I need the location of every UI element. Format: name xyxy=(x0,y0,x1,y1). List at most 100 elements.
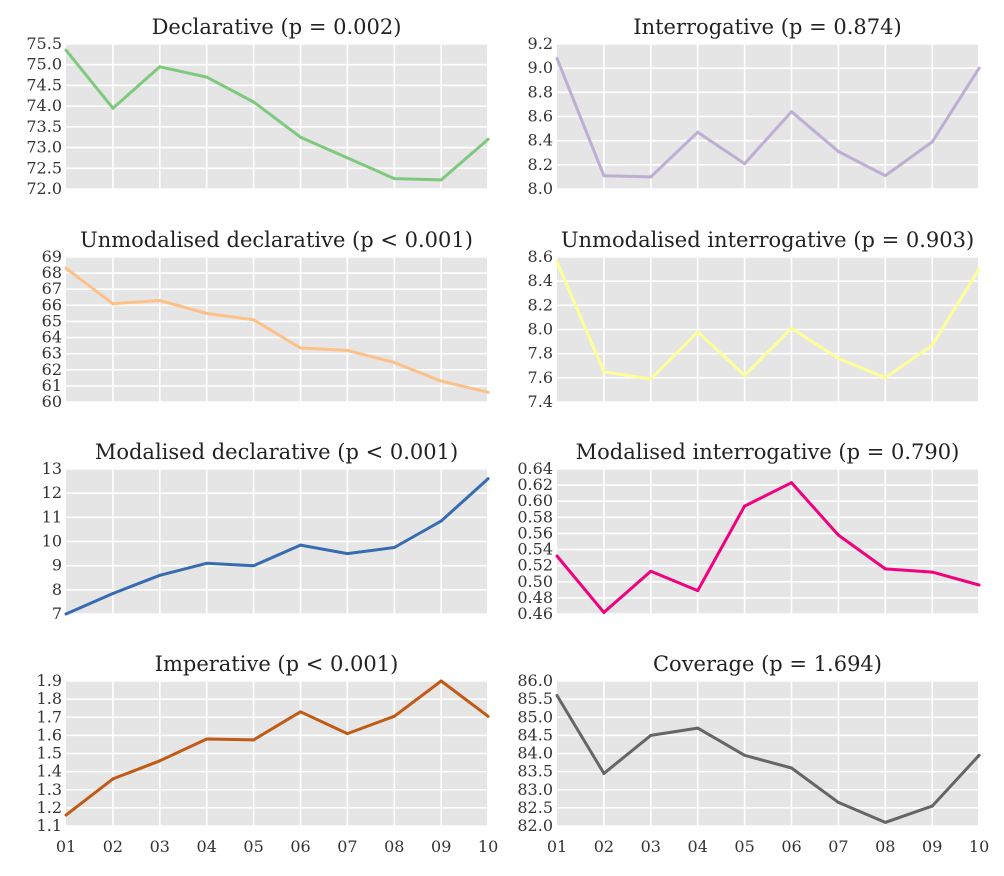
y-tick-label: 72.5 xyxy=(26,158,62,177)
data-point xyxy=(158,759,162,763)
x-tick-label: 03 xyxy=(641,837,661,856)
y-tick-label: 11 xyxy=(42,507,62,526)
data-point xyxy=(158,573,162,577)
data-point xyxy=(555,554,559,558)
y-tick-label: 73.0 xyxy=(26,138,62,157)
data-point xyxy=(252,564,256,568)
data-point xyxy=(486,390,490,394)
x-tick-label: 01 xyxy=(56,837,76,856)
x-tick-label: 03 xyxy=(150,837,170,856)
x-tick-label: 10 xyxy=(478,837,498,856)
x-tick-label: 05 xyxy=(243,837,263,856)
x-tick-label: 02 xyxy=(594,837,614,856)
y-tick-label: 0.62 xyxy=(517,475,553,494)
data-point xyxy=(392,546,396,550)
data-point xyxy=(64,813,68,817)
y-tick-label: 7 xyxy=(52,604,62,623)
data-point xyxy=(158,299,162,302)
y-tick-label: 1.5 xyxy=(37,744,62,763)
data-point xyxy=(977,583,981,587)
data-point xyxy=(883,174,887,178)
x-tick-label: 09 xyxy=(922,837,942,856)
plot-background xyxy=(66,257,487,402)
y-tick-label: 85.5 xyxy=(517,689,553,708)
data-point xyxy=(883,376,887,380)
data-point xyxy=(345,156,349,160)
subplot-title: Declarative (p = 0.002) xyxy=(152,15,402,39)
y-tick-label: 10 xyxy=(42,532,62,551)
data-point xyxy=(392,177,396,181)
subplot-2: Interrogative (p = 0.874) 8.0 8.2 8.4 8.6 8.8… xyxy=(528,15,981,198)
y-tick-label: 9 xyxy=(52,556,62,575)
data-point xyxy=(299,710,302,714)
y-tick-label: 84.0 xyxy=(517,744,553,763)
y-tick-label: 72.0 xyxy=(26,179,62,198)
y-tick-label: 67 xyxy=(42,279,62,298)
y-tick-label: 85.0 xyxy=(517,707,553,726)
subplot-title: Coverage (p = 1.694) xyxy=(653,652,882,676)
data-point xyxy=(205,737,209,741)
data-point xyxy=(649,733,653,737)
y-tick-label: 60 xyxy=(42,392,62,411)
data-point xyxy=(649,569,653,573)
x-tick-label: 07 xyxy=(828,837,848,856)
x-tick-label: 05 xyxy=(734,837,754,856)
y-tick-label: 1.7 xyxy=(37,707,62,726)
x-tick-label: 07 xyxy=(337,837,357,856)
data-point xyxy=(252,318,256,322)
y-tick-label: 0.50 xyxy=(517,572,553,591)
data-point xyxy=(345,732,349,736)
data-point xyxy=(649,175,653,179)
subplot-8: Coverage (p = 1.694) 82.082.583.083.584.0… xyxy=(517,652,989,856)
data-point xyxy=(836,150,840,154)
y-tick-label: 0.56 xyxy=(517,523,553,542)
x-tick-label: 09 xyxy=(431,837,451,856)
data-point xyxy=(555,694,559,697)
data-point xyxy=(743,162,747,166)
y-tick-label: 8.2 xyxy=(528,155,553,174)
y-tick-label: 75.0 xyxy=(26,55,62,74)
data-point xyxy=(930,140,934,144)
subplot-title: Unmodalised declarative (p < 0.001) xyxy=(80,228,473,252)
data-point xyxy=(64,612,68,616)
x-tick-label: 04 xyxy=(197,837,217,856)
y-tick-label: 0.60 xyxy=(517,491,553,510)
data-point xyxy=(111,591,115,595)
y-tick-label: 66 xyxy=(42,295,62,314)
subplot-4: Unmodalised interrogative (p = 0.903) 7.4… xyxy=(528,228,981,411)
y-tick-label: 1.8 xyxy=(37,689,62,708)
y-tick-label: 0.46 xyxy=(517,604,553,623)
data-point xyxy=(299,346,302,350)
y-tick-label: 8 xyxy=(52,580,62,599)
data-point xyxy=(602,370,606,374)
data-point xyxy=(743,504,747,508)
x-tick-label: 08 xyxy=(875,837,895,856)
subplot-title: Modalised interrogative (p = 0.790) xyxy=(576,440,960,464)
data-point xyxy=(205,311,209,315)
data-point xyxy=(930,343,934,347)
y-tick-label: 8.6 xyxy=(528,247,553,266)
y-tick-label: 9.0 xyxy=(528,58,553,77)
y-tick-label: 62 xyxy=(42,360,62,379)
data-point xyxy=(836,533,840,537)
data-point xyxy=(205,75,209,79)
y-tick-label: 86.0 xyxy=(517,671,553,690)
subplot-3: Unmodalised declarative (p < 0.001)60616… xyxy=(42,228,490,411)
data-point xyxy=(486,477,490,481)
y-tick-label: 83.0 xyxy=(517,780,553,799)
y-tick-label: 0.52 xyxy=(517,556,553,575)
y-tick-label: 0.64 xyxy=(517,459,553,478)
plot-background xyxy=(66,44,487,189)
data-point xyxy=(439,178,443,182)
data-point xyxy=(392,361,396,365)
data-point xyxy=(743,373,747,377)
y-tick-label: 0.58 xyxy=(517,507,553,526)
data-point xyxy=(555,57,559,60)
y-tick-label: 69 xyxy=(42,247,62,266)
y-tick-label: 0.54 xyxy=(517,540,553,559)
data-point xyxy=(930,804,934,808)
data-point xyxy=(392,714,396,718)
y-tick-label: 75.5 xyxy=(26,34,62,53)
y-tick-label: 1.6 xyxy=(37,725,62,744)
